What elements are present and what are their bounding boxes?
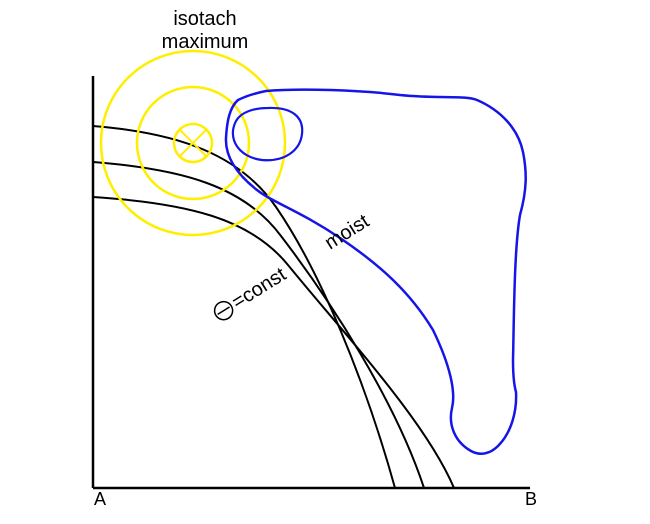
svg-text:isotach: isotach — [173, 8, 236, 30]
svg-text:maximum: maximum — [162, 31, 249, 53]
svg-text:=const: =const — [228, 263, 290, 313]
svg-text:B: B — [525, 489, 537, 509]
svg-text:A: A — [94, 489, 106, 509]
svg-text:moist: moist — [321, 210, 374, 254]
